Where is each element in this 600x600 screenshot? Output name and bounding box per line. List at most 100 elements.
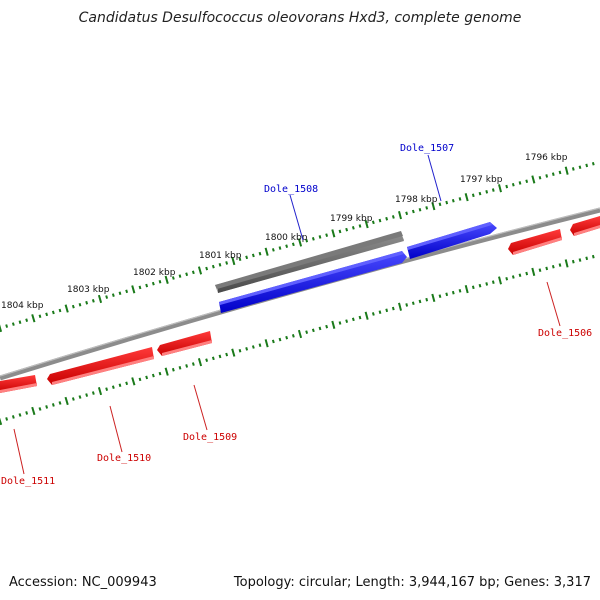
minor-tick <box>425 206 429 210</box>
minor-tick <box>291 242 295 247</box>
minor-tick <box>371 312 375 316</box>
leader-dole-1509 <box>193 384 208 431</box>
minor-tick <box>145 375 149 380</box>
minor-tick <box>338 321 342 325</box>
minor-tick <box>411 209 415 214</box>
minor-tick <box>25 318 29 322</box>
kbp-label: 1799 kbp <box>330 214 373 224</box>
minor-tick <box>571 259 575 264</box>
minor-tick <box>271 248 275 252</box>
minor-tick <box>378 218 382 223</box>
minor-tick <box>385 216 389 221</box>
minor-tick <box>518 181 522 185</box>
minor-tick <box>151 373 155 378</box>
gene-label-dole-1510[interactable]: Dole_1510 <box>97 453 151 464</box>
minor-tick <box>451 290 455 295</box>
gene-label-dole-1511[interactable]: Dole_1511 <box>1 476 55 487</box>
outer-tick-track <box>0 161 595 333</box>
minor-tick <box>145 283 149 288</box>
minor-tick <box>438 294 442 298</box>
minor-tick <box>258 251 262 256</box>
minor-tick <box>38 314 42 319</box>
minor-tick <box>591 161 595 166</box>
minor-tick <box>205 266 209 271</box>
minor-tick <box>471 285 475 290</box>
minor-tick <box>51 310 55 315</box>
minor-tick <box>345 319 349 323</box>
leader-dole-1511 <box>13 428 25 475</box>
minor-tick <box>405 211 409 216</box>
major-tick <box>398 302 402 311</box>
major-tick <box>331 320 336 329</box>
major-tick <box>197 358 203 367</box>
gene-dole-1508[interactable] <box>219 251 407 313</box>
minor-tick <box>451 198 455 203</box>
major-tick <box>564 166 569 175</box>
major-tick <box>231 256 236 266</box>
minor-tick <box>411 301 415 306</box>
gene-label-dole-1507[interactable]: Dole_1507 <box>400 143 454 154</box>
minor-tick <box>585 163 589 168</box>
minor-tick <box>191 362 195 366</box>
minor-tick <box>105 387 109 391</box>
minor-tick <box>545 266 549 271</box>
minor-tick <box>278 337 282 342</box>
gene-dole-1509[interactable] <box>157 331 212 356</box>
major-tick <box>64 396 69 406</box>
gene-label-dole-1506[interactable]: Dole_1506 <box>538 328 592 339</box>
minor-tick <box>25 411 29 415</box>
minor-tick <box>71 397 75 401</box>
minor-tick <box>458 289 462 293</box>
minor-tick <box>218 263 222 267</box>
minor-tick <box>325 324 329 329</box>
minor-tick <box>545 174 549 178</box>
gene-dole-1508-gray[interactable] <box>215 231 404 293</box>
major-tick <box>297 329 303 339</box>
minor-tick <box>45 312 49 317</box>
minor-tick <box>391 306 395 311</box>
minor-tick <box>551 172 555 176</box>
kbp-label: 1798 kbp <box>395 195 438 205</box>
gene-dole-1507[interactable] <box>407 222 497 259</box>
minor-tick <box>538 175 542 180</box>
minor-tick <box>318 235 322 239</box>
major-tick <box>231 348 236 357</box>
minor-tick <box>85 300 89 305</box>
major-tick <box>264 339 269 348</box>
minor-tick <box>578 258 582 262</box>
minor-tick <box>171 276 175 280</box>
minor-tick <box>178 366 182 370</box>
minor-tick <box>305 238 309 243</box>
minor-tick <box>251 253 255 258</box>
minor-tick <box>125 381 129 386</box>
minor-tick <box>18 413 22 417</box>
major-tick <box>431 201 436 211</box>
minor-tick <box>18 320 22 324</box>
gene-label-dole-1509[interactable]: Dole_1509 <box>183 432 237 443</box>
gene-dole-1506[interactable] <box>508 229 562 255</box>
gene-label-dole-1508[interactable]: Dole_1508 <box>264 184 318 195</box>
gene-dole-1506-next[interactable] <box>570 216 600 236</box>
minor-tick <box>478 191 482 196</box>
minor-tick <box>558 170 562 175</box>
major-tick <box>264 247 269 256</box>
minor-tick <box>271 339 275 344</box>
major-tick <box>364 220 369 229</box>
kbp-label: 1796 kbp <box>525 153 568 163</box>
gene-dole-1511[interactable] <box>0 375 37 393</box>
minor-tick <box>418 299 422 304</box>
major-tick <box>531 267 536 276</box>
genome-summary-text: Topology: circular; Length: 3,944,167 bp… <box>233 575 591 590</box>
minor-tick <box>438 202 442 207</box>
minor-tick <box>191 270 195 275</box>
minor-tick <box>318 326 322 331</box>
minor-tick <box>405 303 409 307</box>
gene-dole-1510[interactable] <box>47 347 154 385</box>
minor-tick <box>78 302 82 307</box>
major-tick <box>31 406 36 416</box>
minor-tick <box>118 291 122 295</box>
major-tick <box>97 294 103 304</box>
minor-tick <box>445 200 449 205</box>
minor-tick <box>338 229 342 234</box>
kbp-label: 1801 kbp <box>199 251 242 261</box>
